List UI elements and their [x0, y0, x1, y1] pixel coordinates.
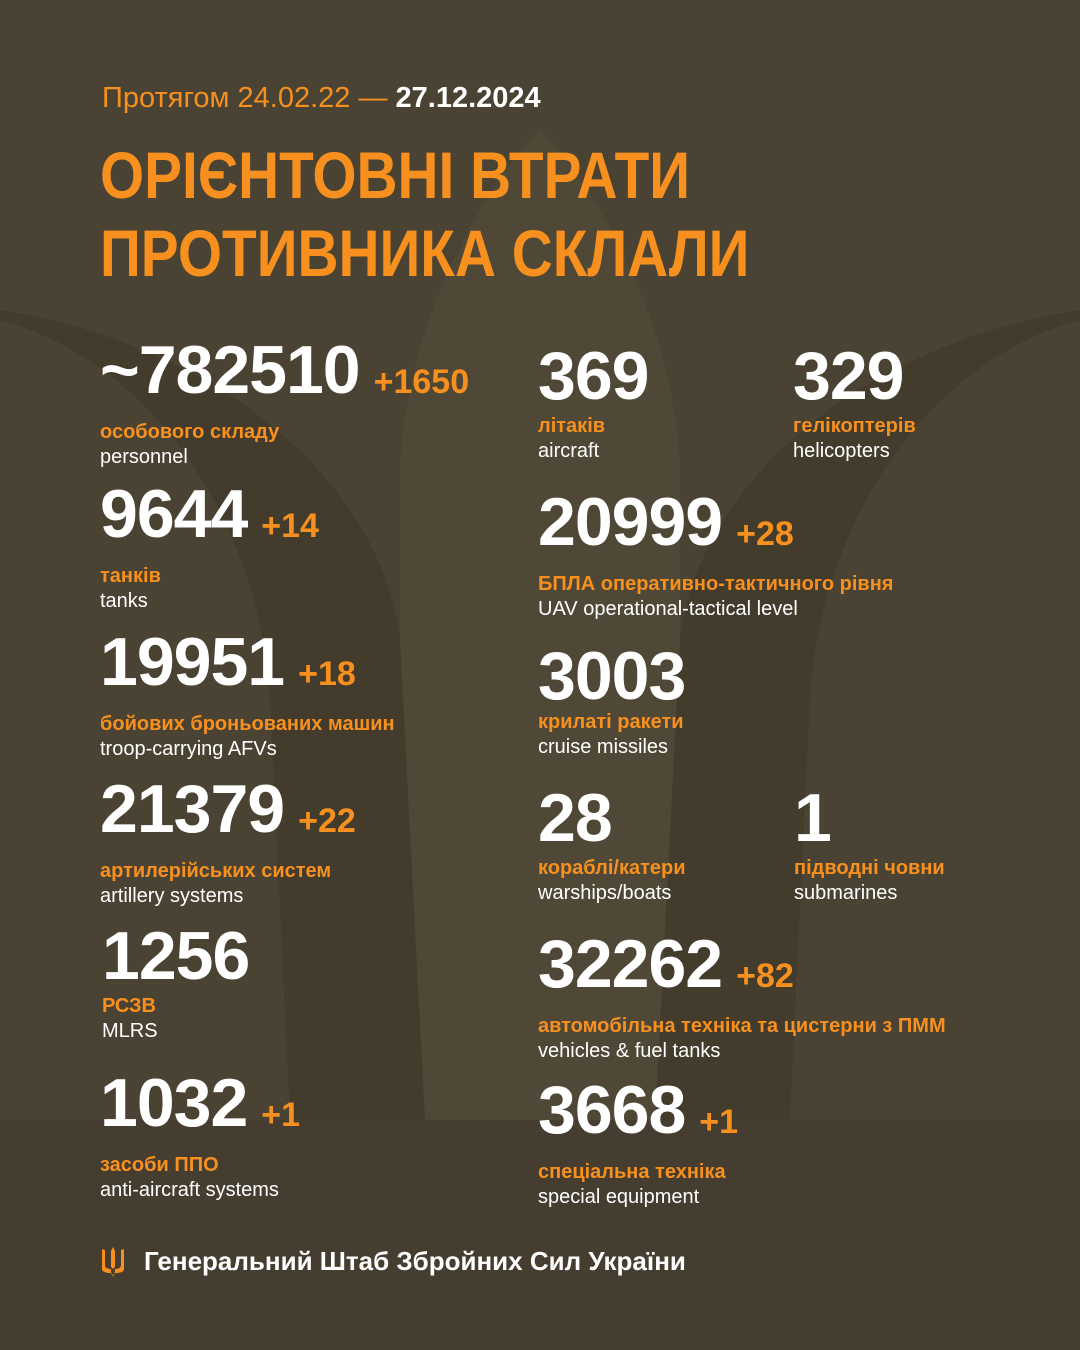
stat-anti-aircraft: 1032 +1 засоби ППО anti-aircraft systems	[100, 1069, 300, 1203]
stat-increment: +1	[261, 1096, 301, 1134]
stat-label-ua: кораблі/катери	[538, 857, 686, 879]
stat-value: 3668	[538, 1072, 686, 1148]
stat-label-ua: літаків	[538, 415, 606, 437]
period: Протягом 24.02.22 — 27.12.2024	[102, 82, 541, 115]
stat-increment: +28	[736, 515, 794, 553]
stat-increment: +1	[699, 1103, 739, 1141]
stat-afv: 19951 +18 бойових броньованих машин troop-c…	[100, 628, 395, 762]
stat-special-equipment: 3668 +1 спеціальна техніка special equipmen…	[538, 1076, 738, 1210]
title-line-1: ОРІЄНТОВНІ ВТРАТИ	[100, 138, 691, 212]
stat-label-en: UAV operational-tactical level	[538, 598, 798, 620]
stat-value: 19951	[100, 624, 285, 700]
stat-artillery: 21379 +22 артилерійських систем artillery s…	[100, 775, 356, 909]
stat-label-en: vehicles & fuel tanks	[538, 1040, 721, 1062]
stat-label-en: submarines	[794, 882, 898, 904]
period-prefix: Протягом 24.02.22 —	[102, 82, 388, 114]
stat-mlrs: 1256 РСЗВ MLRS	[102, 922, 250, 1044]
stat-value: 1	[794, 780, 832, 856]
stat-increment: +18	[298, 655, 356, 693]
stat-label-en: tanks	[100, 590, 148, 612]
footer: Генеральний Штаб Збройних Сил України	[100, 1246, 686, 1277]
footer-org: Генеральний Штаб Збройних Сил України	[144, 1246, 686, 1276]
stat-value: ~782510	[100, 332, 361, 408]
stat-cruise-missiles: 3003 крилаті ракети cruise missiles	[538, 642, 686, 760]
stat-label-en: cruise missiles	[538, 736, 669, 758]
trident-icon	[102, 1246, 124, 1277]
stat-label-en: personnel	[100, 446, 188, 468]
stat-label-ua: танків	[100, 565, 161, 587]
stat-increment: +82	[736, 957, 794, 995]
stat-label-ua: крилаті ракети	[538, 711, 684, 733]
stat-label-ua: засоби ППО	[100, 1154, 219, 1176]
stat-label-ua: БПЛА оперативно-тактичного рівня	[538, 573, 894, 595]
stat-label-ua: автомобільна техніка та цистерни з ПММ	[538, 1015, 946, 1037]
stat-label-en: warships/boats	[538, 882, 672, 904]
stat-vehicles: 32262 +82 автомобільна техніка та цистерни…	[538, 930, 946, 1064]
stat-label-en: special equipment	[538, 1186, 700, 1208]
stat-value: 9644	[100, 476, 248, 552]
stat-warships: 28 кораблі/катери warships/boats	[538, 784, 686, 906]
stat-label-ua: бойових броньованих машин	[100, 713, 395, 735]
stat-value: 21379	[100, 771, 285, 847]
stat-value: 32262	[538, 926, 723, 1002]
stat-value: 20999	[538, 484, 723, 560]
page-title: ОРІЄНТОВНІ ВТРАТИ ПРОТИВНИКА СКЛАЛИ	[100, 136, 749, 292]
stat-personnel: ~782510 +1650 особового складу personnel	[100, 336, 469, 470]
stat-value: 369	[538, 338, 649, 414]
stat-label-ua: гелікоптерів	[793, 415, 916, 437]
stat-increment: +1650	[373, 363, 470, 401]
stat-value: 28	[538, 780, 613, 856]
stat-label-ua: особового складу	[100, 421, 280, 443]
stat-label-ua: РСЗВ	[102, 995, 156, 1017]
stat-tanks: 9644 +14 танків tanks	[100, 480, 319, 614]
stat-label-en: aircraft	[538, 440, 600, 462]
stat-value: 329	[793, 338, 904, 414]
stat-helicopters: 329 гелікоптерів helicopters	[793, 342, 916, 464]
stat-value: 1032	[100, 1065, 248, 1141]
stat-label-en: artillery systems	[100, 885, 244, 907]
stat-increment: +22	[298, 802, 356, 840]
stat-submarines: 1 підводні човни submarines	[794, 784, 945, 906]
stat-value: 1256	[102, 918, 250, 994]
stat-label-ua: підводні човни	[794, 857, 945, 879]
stat-label-en: helicopters	[793, 440, 890, 462]
stat-label-en: MLRS	[102, 1020, 158, 1042]
title-line-2: ПРОТИВНИКА СКЛАЛИ	[100, 216, 750, 290]
stat-value: 3003	[538, 638, 686, 714]
stat-label-en: anti-aircraft systems	[100, 1179, 279, 1201]
stat-increment: +14	[261, 507, 319, 545]
stat-aircraft: 369 літаків aircraft	[538, 342, 649, 464]
stat-label-en: troop-carrying AFVs	[100, 738, 277, 760]
stat-label-ua: артилерійських систем	[100, 860, 332, 882]
stat-uav: 20999 +28 БПЛА оперативно-тактичного рівня…	[538, 488, 893, 622]
period-end: 27.12.2024	[395, 82, 541, 114]
stat-label-ua: спеціальна техніка	[538, 1161, 726, 1183]
